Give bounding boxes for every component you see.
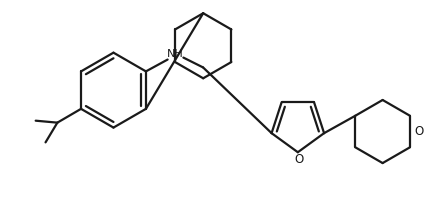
Text: O: O <box>294 153 304 166</box>
Text: O: O <box>414 125 423 138</box>
Text: NH: NH <box>167 49 184 59</box>
